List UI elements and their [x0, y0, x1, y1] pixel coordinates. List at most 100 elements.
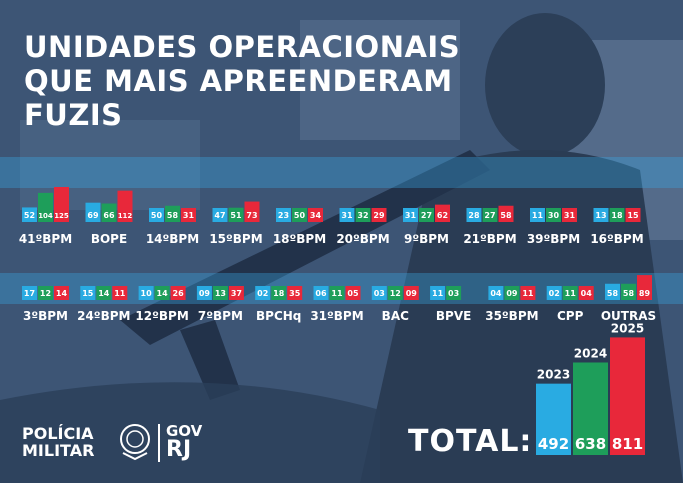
data-label: 52 — [24, 211, 35, 220]
bar-2023 — [85, 202, 101, 222]
data-label: 17 — [24, 289, 35, 298]
bar-2025 — [117, 190, 133, 222]
bar-2023 — [80, 286, 96, 300]
data-label: 18 — [273, 289, 285, 298]
bar-2023 — [313, 286, 329, 300]
bar-2024 — [621, 283, 636, 300]
category-label: BAC — [382, 309, 409, 323]
bar-2024 — [292, 208, 307, 222]
bar-2024 — [271, 286, 287, 300]
bar-2025 — [625, 208, 641, 222]
data-label: 03 — [374, 289, 385, 298]
data-label: 12 — [390, 289, 401, 298]
bar-2023 — [371, 286, 387, 300]
category-label: 35ºBPM — [485, 309, 538, 323]
category-label: CPP — [557, 309, 584, 323]
data-label: 09 — [406, 289, 418, 298]
category-label: 15ºBPM — [209, 232, 262, 246]
data-label: 06 — [315, 289, 327, 298]
bar-2023 — [22, 207, 37, 222]
data-label: 31 — [405, 211, 417, 220]
data-label: 27 — [484, 211, 495, 220]
bar-2025 — [170, 286, 186, 300]
data-label: 66 — [103, 211, 115, 220]
data-label: 34 — [310, 211, 322, 220]
data-label: 11 — [331, 289, 343, 298]
logo-divider — [158, 424, 160, 462]
category-label: 18ºBPM — [273, 232, 326, 246]
bar-2025 — [578, 286, 594, 300]
category-label: 39ºBPM — [527, 232, 580, 246]
bar-2024 — [387, 286, 403, 300]
category-label: 16ºBPM — [590, 232, 643, 246]
bar-2023 — [255, 286, 271, 300]
data-label: 58 — [167, 211, 179, 220]
bar-2023 — [605, 283, 620, 300]
data-label: 26 — [173, 289, 185, 298]
bar-2024 — [504, 286, 520, 300]
total-value-label: 638 — [575, 435, 606, 453]
data-label: 62 — [437, 211, 448, 220]
data-label: 51 — [230, 211, 242, 220]
data-label: 14 — [56, 289, 68, 298]
category-label: OUTRAS — [601, 309, 656, 323]
bar-2024 — [419, 208, 434, 222]
bar-2024 — [446, 286, 462, 300]
data-label: 09 — [199, 289, 211, 298]
data-label: 14 — [157, 289, 169, 298]
bar-2025 — [308, 208, 323, 222]
data-label: 104 — [38, 212, 53, 220]
total-bar-2023 — [536, 383, 571, 455]
bar-2024 — [101, 203, 117, 222]
data-label: 10 — [141, 289, 153, 298]
bar-2024 — [165, 205, 180, 222]
data-label: 13 — [595, 211, 606, 220]
bar-2023 — [530, 208, 545, 222]
bar-2025 — [54, 187, 69, 222]
bar-2025 — [403, 286, 419, 300]
policia-militar-logo: POLÍCIA MILITAR — [22, 424, 95, 460]
bar-2025 — [498, 205, 514, 222]
data-label: 09 — [506, 289, 518, 298]
data-label: 03 — [448, 289, 459, 298]
category-label: 20ºBPM — [336, 232, 389, 246]
data-label: 125 — [54, 212, 69, 220]
data-label: 14 — [98, 289, 110, 298]
data-label: 18 — [611, 211, 623, 220]
category-label: 21ºBPM — [463, 232, 516, 246]
bar-2023 — [546, 286, 562, 300]
category-label: 31ºBPM — [310, 309, 363, 323]
data-label: 29 — [373, 211, 385, 220]
total-year-label: 2024 — [574, 346, 607, 360]
category-label: 12ºBPM — [135, 309, 188, 323]
data-label: 32 — [357, 211, 368, 220]
bar-2024 — [212, 286, 228, 300]
bar-2023 — [466, 208, 482, 222]
data-label: 35 — [289, 289, 301, 298]
data-label: 31 — [183, 211, 195, 220]
bar-2025 — [637, 275, 652, 300]
bar-2024 — [329, 286, 345, 300]
bar-2023 — [430, 286, 446, 300]
data-label: 12 — [40, 289, 51, 298]
data-label: 28 — [468, 211, 480, 220]
bar-2025 — [112, 286, 128, 300]
police-crest-icon — [120, 424, 150, 461]
page-title: UNIDADES OPERACIONAIS QUE MAIS APREENDER… — [24, 30, 461, 132]
category-label: BPCHq — [256, 309, 301, 323]
category-label: BOPE — [91, 232, 127, 246]
bar-2024 — [96, 286, 112, 300]
category-label: 41ºBPM — [19, 232, 72, 246]
category-label: 9ºBPM — [404, 232, 449, 246]
total-value-label: 811 — [612, 435, 643, 453]
data-label: 13 — [215, 289, 226, 298]
data-label: 112 — [118, 212, 133, 220]
bar-2024 — [355, 208, 371, 222]
bar-2023 — [212, 208, 228, 222]
category-label: BPVE — [436, 309, 471, 323]
data-label: 02 — [257, 289, 268, 298]
data-label: 15 — [82, 289, 94, 298]
